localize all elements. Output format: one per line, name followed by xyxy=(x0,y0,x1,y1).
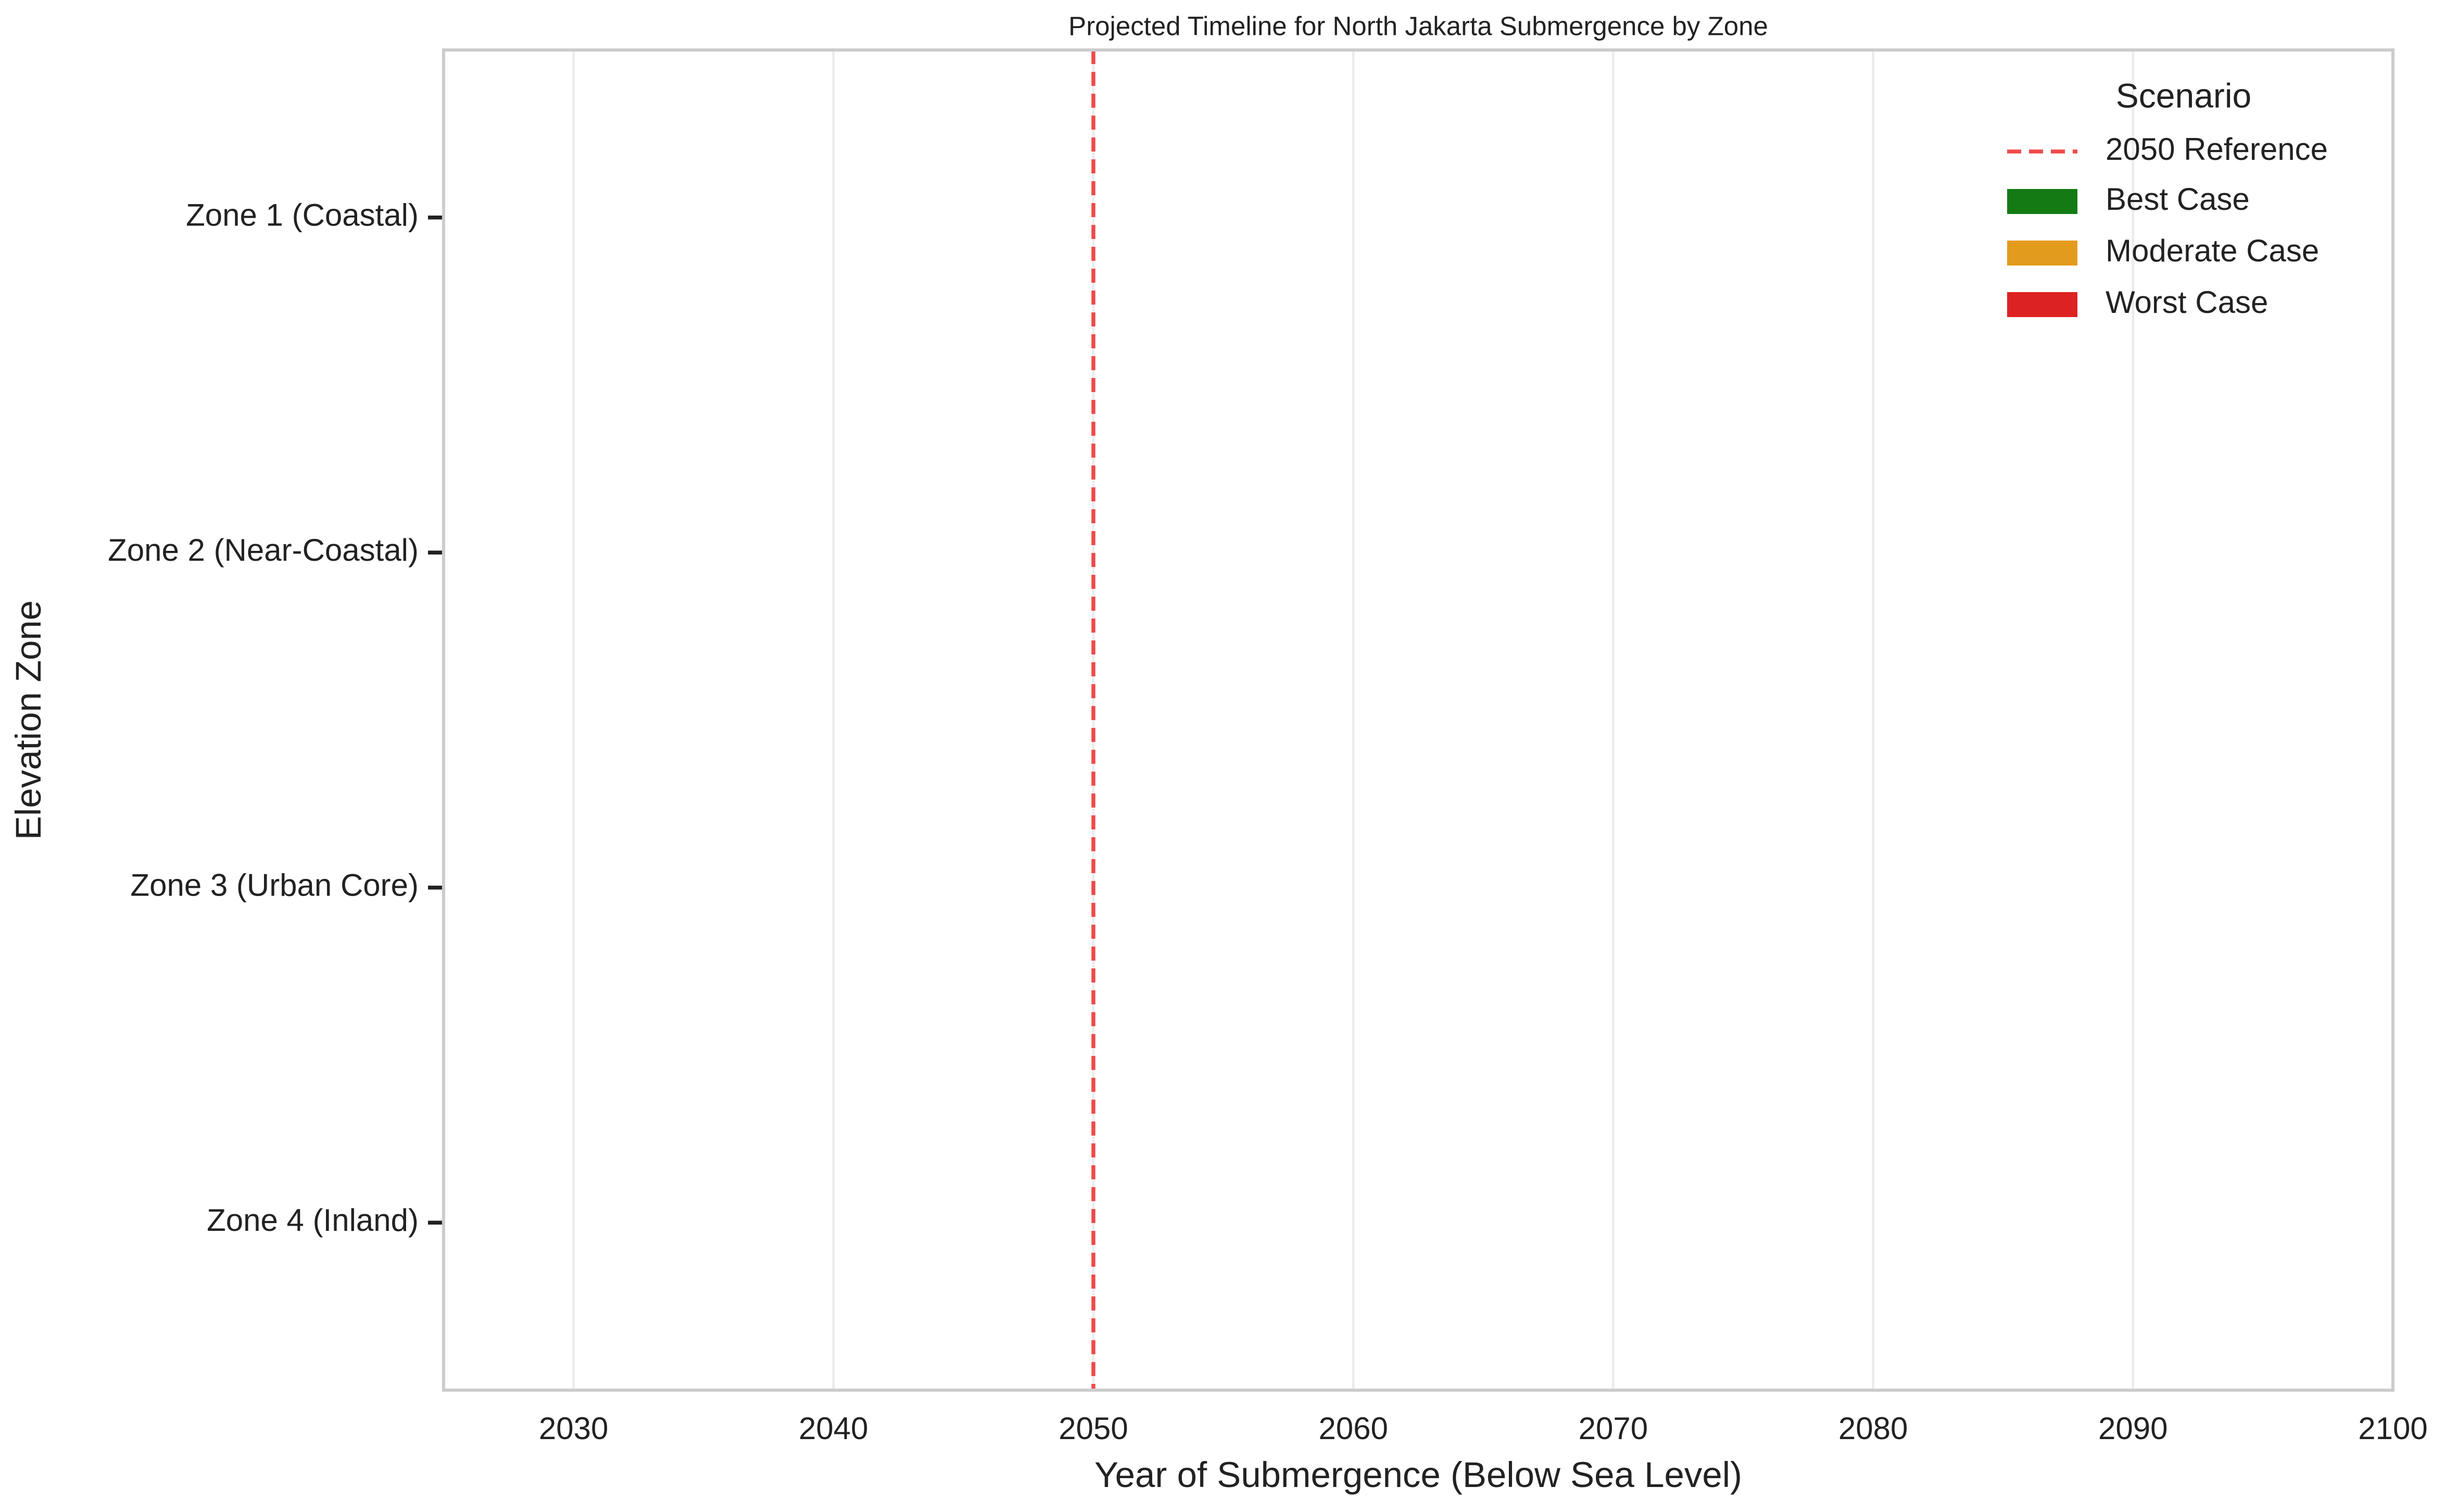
x-axis-label: Year of Submergence (Below Sea Level) xyxy=(1094,1455,1742,1495)
legend-swatch xyxy=(2007,241,2078,266)
x-tick-label: 2080 xyxy=(1838,1411,1908,1446)
y-axis-label: Elevation Zone xyxy=(8,600,48,840)
chart-title: Projected Timeline for North Jakarta Sub… xyxy=(1068,11,1768,41)
x-tick-label: 2050 xyxy=(1058,1411,1128,1446)
legend-label: Best Case xyxy=(2106,182,2250,217)
x-tick-label: 2060 xyxy=(1318,1411,1388,1446)
y-tick-label: Zone 3 (Urban Core) xyxy=(130,868,419,903)
y-tick-label: Zone 2 (Near-Coastal) xyxy=(108,533,419,568)
y-tick-label: Zone 4 (Inland) xyxy=(207,1203,419,1238)
x-tick-label: 2090 xyxy=(2098,1411,2167,1446)
x-tick-label: 2030 xyxy=(539,1411,608,1446)
legend-swatch xyxy=(2007,292,2078,317)
x-tick-label: 2070 xyxy=(1579,1411,1648,1446)
legend-title: Scenario xyxy=(2116,76,2252,115)
legend-label: Worst Case xyxy=(2106,285,2268,320)
y-tick-label: Zone 1 (Coastal) xyxy=(186,198,419,233)
legend-swatch xyxy=(2007,189,2078,214)
legend-label: Moderate Case xyxy=(2106,233,2319,268)
plot-frame xyxy=(442,48,2395,1392)
x-tick-label: 2040 xyxy=(799,1411,868,1446)
x-tick-label: 2100 xyxy=(2358,1411,2427,1446)
legend-label: 2050 Reference xyxy=(2106,132,2328,167)
